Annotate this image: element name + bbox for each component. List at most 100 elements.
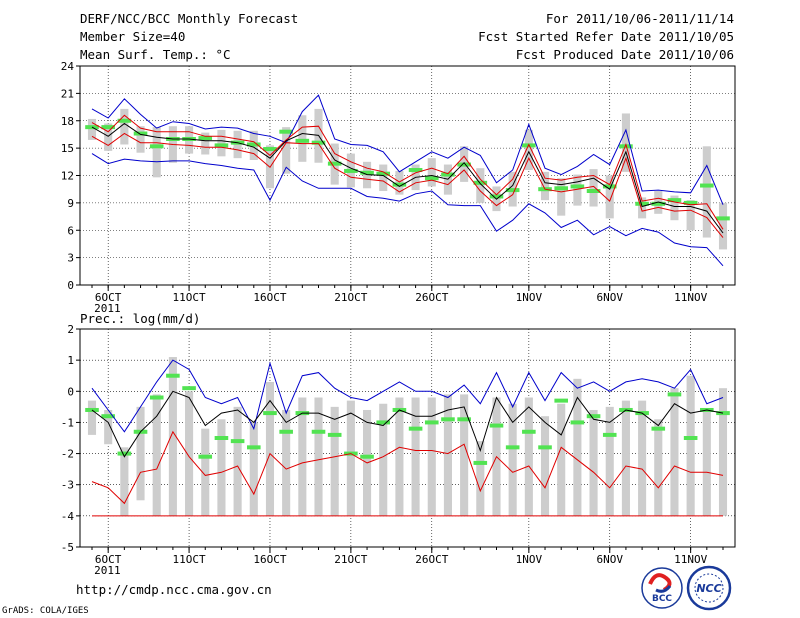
median-line [91, 390, 724, 458]
observed-marker [473, 460, 488, 465]
ensemble-box [314, 397, 323, 516]
ensemble-box [443, 394, 452, 516]
x-tick-label: 1NOV [516, 291, 543, 304]
ensemble-box [427, 158, 436, 187]
ensemble-box [298, 397, 307, 516]
observed-marker [360, 454, 374, 459]
member-size: Member Size=40 [80, 29, 186, 44]
y-tick-label: 2 [67, 323, 74, 336]
y-tick-label: -5 [61, 541, 74, 554]
observed-marker [311, 429, 326, 434]
observed-marker [360, 170, 374, 175]
observed-marker [441, 172, 455, 177]
ensemble-box [589, 409, 598, 516]
y-tick-label: 12 [61, 170, 74, 183]
observed-marker [554, 398, 569, 403]
source-url[interactable]: http://cmdp.ncc.cma.gov.cn [76, 582, 272, 597]
ensemble-box [621, 400, 630, 516]
observed-marker [457, 162, 471, 167]
ensemble-box [718, 388, 728, 516]
observed-marker [683, 200, 698, 205]
ensemble-box [265, 381, 275, 516]
x-year-label: 2011 [94, 564, 121, 577]
observed-marker [424, 176, 439, 181]
observed-marker [327, 432, 342, 437]
observed-marker [505, 445, 520, 450]
observed-marker [716, 216, 730, 221]
y-tick-label: 21 [61, 87, 74, 100]
observed-marker [311, 140, 326, 145]
x-tick-label: 26OCT [415, 553, 448, 566]
ensemble-box [330, 406, 339, 516]
observed-marker [683, 436, 698, 440]
temperature-panel: 0 3 6 9 12 15 18 21 24 6OCT 11OCT 16OCT 21OCT 26OCT 1N… [61, 60, 736, 315]
observed-marker [651, 426, 666, 431]
ensemble-box [702, 409, 711, 516]
ensemble-box [540, 416, 550, 516]
ensemble-box [654, 419, 663, 516]
observed-marker [602, 184, 617, 189]
ensemble-box [605, 175, 614, 219]
observed-marker [667, 392, 682, 397]
y-tick-label: -2 [61, 448, 74, 461]
y-tick-label: 0 [67, 279, 74, 292]
grads-credit: GrADS: COLA/IGES [2, 606, 89, 616]
x-tick-label: 21OCT [334, 291, 367, 304]
ensemble-box [686, 200, 695, 231]
ensemble-box [249, 422, 258, 516]
observed-marker [392, 182, 407, 187]
ensemble-box [605, 406, 614, 516]
observed-marker [327, 161, 342, 166]
observed-marker [424, 420, 439, 425]
ensemble-box [136, 406, 145, 501]
observed-marker [505, 188, 520, 193]
observed-marker [489, 194, 504, 199]
observed-marker [667, 198, 682, 203]
ensemble-box [589, 169, 598, 207]
observed-marker [586, 189, 601, 194]
ensemble-box [233, 406, 242, 516]
ensemble-box [718, 202, 728, 250]
ensemble-box [87, 118, 97, 140]
ncc-logo: NCC [686, 565, 732, 611]
plot-frame [79, 328, 736, 548]
observed-marker [457, 417, 471, 422]
x-tick-label: 6NOV [596, 291, 623, 304]
chart-title: DERF/NCC/BCC Monthly Forecast [80, 11, 299, 26]
observed-marker [635, 201, 649, 206]
ensemble-box [460, 394, 469, 516]
forecast-produced-date: Fcst Produced Date 2011/10/06 [515, 47, 734, 62]
ensemble-box [282, 127, 291, 174]
y-tick-label: -4 [61, 510, 75, 523]
ensemble-box [427, 397, 436, 516]
observed-marker [85, 407, 99, 412]
ensemble-box [201, 428, 210, 516]
x-tick-label: 16OCT [253, 553, 286, 566]
x-tick-label: 21OCT [334, 553, 367, 566]
observed-marker [214, 436, 229, 440]
ensemble-box [686, 375, 695, 516]
observed-marker [602, 432, 617, 437]
observed-marker [522, 429, 536, 434]
bcc-logo-text: BCC [652, 594, 672, 604]
observed-marker [489, 423, 504, 428]
observed-marker [263, 147, 277, 152]
ensemble-box [136, 126, 145, 153]
ensemble-box [524, 129, 533, 171]
ensemble-box [573, 378, 582, 516]
observed-marker [376, 171, 391, 176]
x-tick-label: 26OCT [415, 291, 448, 304]
ensemble-box [573, 174, 582, 206]
x-tick-label: 6NOV [596, 553, 623, 566]
x-tick-label: 11NOV [674, 291, 707, 304]
ensemble-box [540, 171, 550, 201]
ensemble-box [702, 146, 711, 238]
observed-marker [408, 426, 423, 431]
ensemble-box [379, 403, 388, 516]
ensemble-box [557, 178, 566, 216]
x-tick-label: 11NOV [674, 553, 707, 566]
x-tick-label: 16OCT [253, 291, 286, 304]
ensemble-box [395, 397, 404, 516]
observed-marker [570, 184, 585, 189]
